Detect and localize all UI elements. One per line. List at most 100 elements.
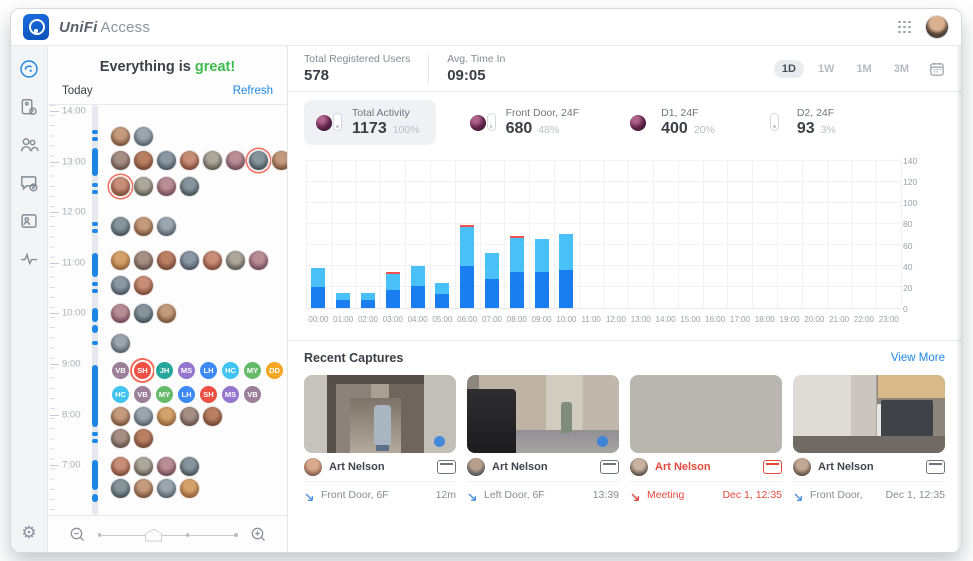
capture-thumbnail-hallway[interactable] xyxy=(467,375,619,453)
chart-bar-07:00[interactable] xyxy=(484,253,499,308)
range-option-1w[interactable]: 1W xyxy=(817,62,835,75)
chart-bar-10:00[interactable] xyxy=(559,234,574,308)
sidebar-item-dashboard[interactable] xyxy=(18,58,40,80)
capture-card-1[interactable]: Art Nelson Front Door, 6F 12m xyxy=(304,375,456,502)
range-option-1m[interactable]: 1M xyxy=(856,62,872,75)
person-avatar[interactable] xyxy=(110,150,131,171)
access-card-icon[interactable] xyxy=(926,460,945,474)
person-avatar[interactable] xyxy=(133,275,154,296)
person-avatar[interactable] xyxy=(133,250,154,271)
person-avatar[interactable] xyxy=(110,216,131,237)
chart-bar-01:00[interactable] xyxy=(336,293,351,308)
person-avatar[interactable] xyxy=(110,478,131,499)
person-avatar[interactable] xyxy=(110,456,131,477)
person-avatar[interactable] xyxy=(179,250,200,271)
person-avatar[interactable] xyxy=(179,176,200,197)
chart-bar-06:00[interactable] xyxy=(460,224,475,308)
user-avatar[interactable] xyxy=(925,15,949,39)
refresh-link[interactable]: Refresh xyxy=(232,85,273,97)
device-card-3[interactable]: D1, 24F 400 20% xyxy=(613,100,727,145)
person-avatar[interactable] xyxy=(133,478,154,499)
initials-badge[interactable]: DD xyxy=(264,360,285,381)
person-avatar[interactable] xyxy=(133,176,154,197)
person-avatar[interactable] xyxy=(133,303,154,324)
person-avatar[interactable] xyxy=(248,250,269,271)
chart-bar-00:00[interactable] xyxy=(311,267,326,308)
sidebar-item-credentials[interactable] xyxy=(18,210,40,232)
person-avatar[interactable] xyxy=(110,250,131,271)
person-avatar[interactable] xyxy=(225,150,246,171)
person-avatar[interactable] xyxy=(133,406,154,427)
sidebar-item-activity[interactable] xyxy=(18,248,40,270)
person-avatar[interactable] xyxy=(271,150,287,171)
capture-card-3[interactable]: Art Nelson Meeting Dec 1, 12:35 xyxy=(630,375,782,502)
person-avatar[interactable] xyxy=(156,176,177,197)
person-avatar[interactable] xyxy=(156,216,177,237)
person-avatar[interactable] xyxy=(202,406,223,427)
person-avatar[interactable] xyxy=(202,250,223,271)
person-avatar[interactable] xyxy=(179,150,200,171)
timeline-zoom-slider[interactable] xyxy=(97,528,238,542)
initials-badge[interactable]: +12 xyxy=(286,360,287,381)
initials-badge[interactable]: HC xyxy=(110,384,131,405)
chart-bar-09:00[interactable] xyxy=(534,239,549,308)
device-card-4[interactable]: D2, 24F 93 3% xyxy=(749,100,848,145)
person-avatar[interactable] xyxy=(110,275,131,296)
zoom-out-icon[interactable] xyxy=(69,526,86,543)
chart-bar-03:00[interactable] xyxy=(385,272,400,308)
initials-badge[interactable]: JH xyxy=(154,360,175,381)
view-more-link[interactable]: View More xyxy=(890,352,945,364)
person-avatar[interactable] xyxy=(156,150,177,171)
chart-bar-08:00[interactable] xyxy=(509,236,524,308)
initials-badge[interactable]: VB xyxy=(110,360,131,381)
zoom-in-icon[interactable] xyxy=(250,526,267,543)
initials-badge[interactable]: LH xyxy=(198,360,219,381)
person-avatar[interactable] xyxy=(110,333,131,354)
sidebar-item-users[interactable] xyxy=(18,134,40,156)
settings-gear-icon[interactable]: ⚙ xyxy=(21,523,37,542)
device-card-2[interactable]: Front Door, 24F 680 48% xyxy=(458,100,592,145)
capture-thumbnail-office[interactable] xyxy=(793,375,945,453)
access-card-icon[interactable] xyxy=(763,460,782,474)
person-avatar[interactable] xyxy=(156,250,177,271)
person-avatar[interactable] xyxy=(133,150,154,171)
device-card-1[interactable]: Total Activity 1173 100% xyxy=(304,100,436,145)
person-avatar[interactable] xyxy=(133,456,154,477)
person-avatar[interactable] xyxy=(225,250,246,271)
person-avatar[interactable] xyxy=(133,126,154,147)
person-avatar[interactable] xyxy=(248,150,269,171)
unifi-access-logo[interactable] xyxy=(23,14,49,40)
initials-badge[interactable]: SH xyxy=(198,384,219,405)
range-option-1d[interactable]: 1D xyxy=(773,59,804,78)
person-avatar[interactable] xyxy=(156,478,177,499)
initials-badge[interactable]: HC xyxy=(220,360,241,381)
initials-badge[interactable]: LH xyxy=(176,384,197,405)
capture-thumbnail-entrance[interactable] xyxy=(304,375,456,453)
person-avatar[interactable] xyxy=(179,406,200,427)
person-avatar[interactable] xyxy=(110,303,131,324)
person-avatar[interactable] xyxy=(133,428,154,449)
person-avatar[interactable] xyxy=(110,176,131,197)
person-avatar[interactable] xyxy=(179,456,200,477)
person-avatar[interactable] xyxy=(110,126,131,147)
calendar-icon[interactable] xyxy=(929,61,945,77)
person-avatar[interactable] xyxy=(156,303,177,324)
chart-bar-05:00[interactable] xyxy=(435,282,450,308)
sidebar-item-door-access[interactable] xyxy=(18,96,40,118)
person-avatar[interactable] xyxy=(202,150,223,171)
person-avatar[interactable] xyxy=(110,406,131,427)
access-card-icon[interactable] xyxy=(437,460,456,474)
initials-badge[interactable]: VB xyxy=(132,384,153,405)
initials-badge[interactable]: MY xyxy=(242,360,263,381)
apps-grid-icon[interactable] xyxy=(898,20,911,34)
capture-thumbnail-meeting-room[interactable] xyxy=(630,375,782,453)
person-avatar[interactable] xyxy=(156,406,177,427)
initials-badge[interactable]: VB xyxy=(242,384,263,405)
chart-bar-02:00[interactable] xyxy=(360,293,375,308)
initials-badge[interactable]: MS xyxy=(176,360,197,381)
chart-bar-04:00[interactable] xyxy=(410,265,425,308)
capture-card-4[interactable]: Art Nelson Front Door, Dec 1, 12:35 xyxy=(793,375,945,502)
range-option-3m[interactable]: 3M xyxy=(893,62,909,75)
capture-card-2[interactable]: Art Nelson Left Door, 6F 13:39 xyxy=(467,375,619,502)
person-avatar[interactable] xyxy=(179,478,200,499)
